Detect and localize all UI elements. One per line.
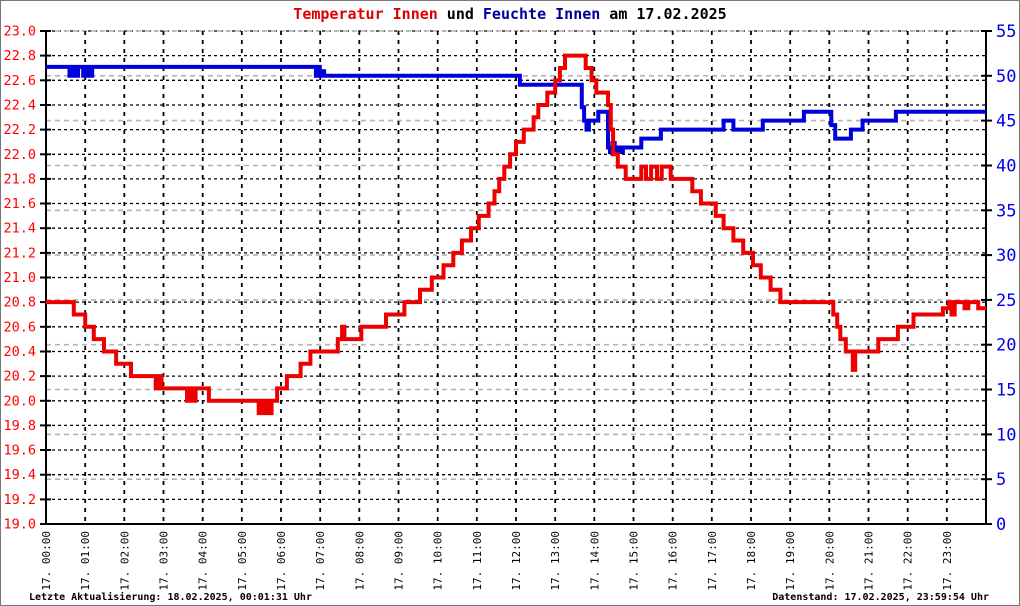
x-tick-label: 17. 19:00 (784, 531, 797, 591)
x-tick-label: 17. 00:00 (40, 531, 53, 591)
title-temperature-label: Temperatur Innen (293, 5, 438, 23)
x-tick-label: 17. 02:00 (118, 531, 131, 591)
y-left-tick-label: 21.4 (3, 221, 36, 237)
y-left-tick-label: 22.2 (3, 122, 36, 138)
y-right-tick-label: 35 (996, 201, 1016, 221)
x-tick-label: 17. 13:00 (549, 531, 562, 591)
title-date-label: am 17.02.2025 (609, 5, 727, 23)
x-tick-label: 17. 23:00 (941, 531, 954, 591)
y-left-tick-label: 19.8 (3, 418, 36, 434)
y-left-tick-label: 20.8 (3, 295, 36, 311)
x-tick-label: 17. 17:00 (706, 531, 719, 591)
footer-last-update: Letzte Aktualisierung: 18.02.2025, 00:01… (29, 592, 312, 603)
x-tick-label: 17. 12:00 (510, 531, 523, 591)
y-left-tick-label: 21.8 (3, 171, 36, 187)
x-tick-label: 17. 10:00 (432, 531, 445, 591)
y-right-tick-label: 50 (996, 67, 1016, 87)
temperature-line (46, 53, 986, 416)
gridlines-hours (84, 31, 948, 524)
y-right-tick-label: 0 (996, 515, 1006, 535)
y-left-tick-label: 20.4 (3, 344, 36, 360)
y-left-tick-label: 22.0 (3, 147, 36, 163)
y-left-tick-label: 20.6 (3, 319, 36, 335)
x-tick-label: 17. 22:00 (902, 531, 915, 591)
x-tick-label: 17. 03:00 (158, 531, 171, 591)
y-left-tick-label: 19.0 (3, 517, 36, 533)
x-tick-label: 17. 20:00 (823, 531, 836, 591)
x-tick-label: 17. 15:00 (628, 531, 641, 591)
x-tick-label: 17. 11:00 (471, 531, 484, 591)
y-left-tick-label: 22.8 (3, 48, 36, 64)
y-right-tick-label: 20 (996, 336, 1016, 356)
footer-data-timestamp: Datenstand: 17.02.2025, 23:59:54 Uhr (772, 592, 989, 603)
y-left-tick-label: 19.2 (3, 492, 36, 508)
x-tick-label: 17. 08:00 (353, 531, 366, 591)
x-tick-label: 17. 06:00 (275, 531, 288, 591)
title-humidity-label: Feuchte Innen (482, 5, 601, 23)
x-axis: 17. 00:00 17. 01:00 17. 02:00 17. 03:00 17. … (40, 531, 954, 591)
y-left-tick-label: 20.2 (3, 369, 36, 385)
y-left-tick-label: 19.4 (3, 467, 36, 483)
y-left-tick-label: 19.6 (3, 443, 36, 459)
y-left-tick-label: 21.6 (3, 196, 36, 212)
x-tick-label: 17. 16:00 (667, 531, 680, 591)
x-tick-label: 17. 18:00 (745, 531, 758, 591)
y-left-tick-label: 23.0 (3, 24, 36, 40)
y-right-tick-label: 25 (996, 291, 1016, 311)
x-tick-label: 17. 14:00 (588, 531, 601, 591)
y-left-tick-label: 22.4 (3, 98, 36, 114)
y-left-tick-label: 21.2 (3, 245, 36, 261)
y-right-tick-label: 10 (996, 425, 1016, 445)
x-tick-label: 17. 07:00 (314, 531, 327, 591)
y-right-tick-label: 30 (996, 246, 1016, 266)
y-right-tick-label: 15 (996, 381, 1016, 401)
y-left-tick-label: 22.6 (3, 73, 36, 89)
y-right-tick-label: 40 (996, 157, 1016, 177)
x-tick-label: 17. 21:00 (863, 531, 876, 591)
x-tick-label: 17. 01:00 (79, 531, 92, 591)
footer-bar: Letzte Aktualisierung: 18.02.2025, 00:01… (1, 592, 1019, 603)
humidity-line (46, 64, 986, 154)
y-right-tick-label: 5 (996, 470, 1006, 490)
y-right-tick-label: 55 (996, 22, 1016, 42)
y-axis-left: 23.0 22.8 22.6 22.4 22.2 22.0 21.8 21.6 21.4 21.2… (3, 24, 51, 533)
x-tick-label: 17. 09:00 (393, 531, 406, 591)
title-connector: und (446, 5, 474, 23)
chart-title: Temperatur Innen und Feuchte Innen am 17… (1, 5, 1019, 23)
x-tick-label: 17. 05:00 (236, 531, 249, 591)
x-tick-label: 17. 04:00 (197, 531, 210, 591)
y-left-tick-label: 21.0 (3, 270, 36, 286)
y-right-tick-label: 45 (996, 112, 1016, 132)
y-left-tick-label: 20.0 (3, 393, 36, 409)
